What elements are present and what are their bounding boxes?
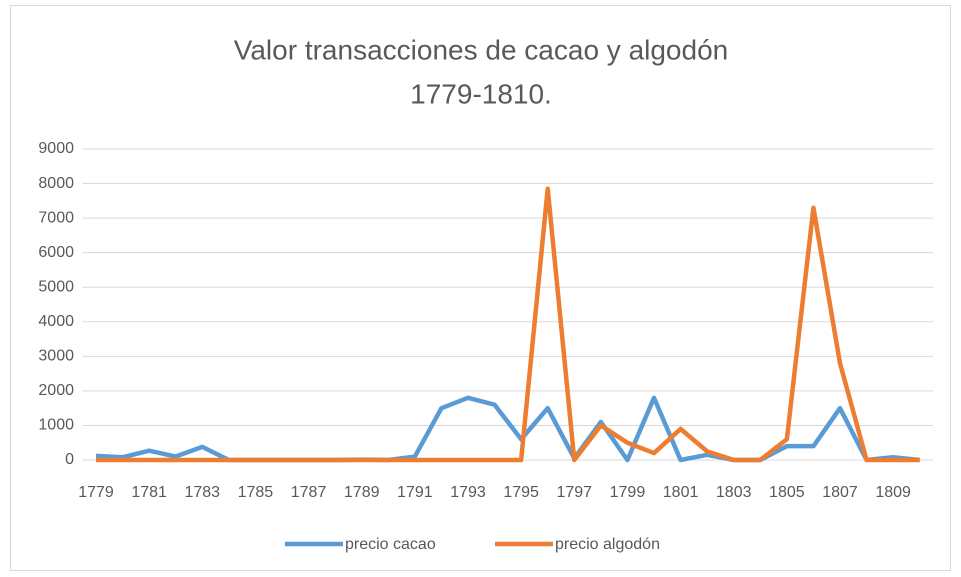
x-tick-label: 1803 [716,484,752,501]
legend-label: precio algodón [555,536,660,553]
y-tick-label: 4000 [38,313,74,330]
y-tick-label: 7000 [38,209,74,226]
x-tick-label: 1793 [450,484,486,501]
chart-title: Valor transacciones de cacao y algodón [234,34,728,65]
x-tick-label: 1807 [822,484,858,501]
y-tick-label: 1000 [38,417,74,434]
x-tick-label: 1789 [344,484,380,501]
y-tick-label: 3000 [38,348,74,365]
x-tick-label: 1809 [875,484,911,501]
x-tick-label: 1783 [184,484,220,501]
x-tick-label: 1795 [503,484,539,501]
y-tick-label: 9000 [38,140,74,157]
chart-border [10,5,951,571]
x-tick-label: 1805 [769,484,805,501]
x-tick-label: 1799 [610,484,646,501]
x-tick-label: 1779 [78,484,114,501]
x-tick-label: 1785 [238,484,274,501]
x-tick-label: 1787 [291,484,327,501]
x-tick-label: 1801 [663,484,699,501]
y-tick-label: 2000 [38,382,74,399]
x-tick-label: 1781 [131,484,167,501]
x-tick-label: 1797 [556,484,592,501]
x-tick-label: 1791 [397,484,433,501]
chart-title: 1779-1810. [410,78,552,109]
y-tick-label: 0 [65,451,74,468]
legend-label: precio cacao [345,536,436,553]
y-tick-label: 5000 [38,278,74,295]
series-line [95,186,920,463]
y-tick-label: 6000 [38,244,74,261]
y-tick-label: 8000 [38,175,74,192]
